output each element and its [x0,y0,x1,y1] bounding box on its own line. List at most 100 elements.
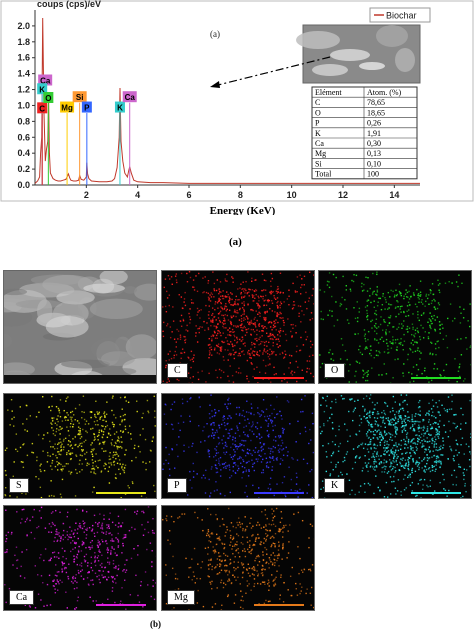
map-dot [284,353,287,356]
map-dot [390,451,393,453]
map-dot [75,455,78,457]
map-dot [191,358,193,361]
map-dot [211,340,213,342]
map-dot [207,344,210,346]
map-dot [214,347,216,349]
map-dot [450,408,453,410]
map-dot [371,425,373,428]
map-dot [67,463,69,465]
map-dot [303,314,305,316]
map-dot [212,334,215,337]
map-dot [26,454,29,457]
map-dot [71,410,74,413]
map-dot [55,533,57,536]
map-dot [296,345,298,347]
map-dot [118,446,120,448]
map-dot [252,423,254,425]
map-dot [320,488,322,490]
map-dot [466,469,468,471]
map-dot [262,559,265,562]
map-dot [90,471,92,473]
map-dot [377,455,380,457]
map-dot [442,338,445,340]
map-dot [375,318,378,320]
map-dot [295,441,297,443]
map-dot [259,350,261,352]
map-dot [147,506,150,508]
map-dot [363,329,366,331]
map-dot [247,548,249,551]
map-dot [225,310,228,312]
map-dot [382,466,385,468]
y-tick-label: 0.4 [17,148,30,158]
map-dot [208,337,210,340]
map-dot [429,292,432,294]
map-dot [233,545,236,547]
map-dot [104,540,107,543]
map-dot [278,313,280,316]
map-dot [381,329,384,331]
map-dot [109,512,111,514]
map-dot [441,454,444,456]
map-dot [154,490,156,493]
map-dot [381,436,384,439]
map-dot [222,435,225,437]
map-dot [276,554,279,557]
map-dot [65,397,68,400]
map-dot [441,404,443,406]
map-dot [413,335,416,338]
map-dot [178,294,180,296]
map-dot [22,444,24,446]
map-dot [280,511,282,513]
map-dot [265,528,267,531]
map-dot [272,439,275,441]
map-dot [442,444,445,446]
map-dot [352,419,354,422]
sem-texture [45,315,89,338]
map-dot [299,488,301,491]
map-dot [282,352,284,355]
map-dot [394,401,396,403]
map-dot [404,399,406,402]
map-dot [263,350,265,352]
map-dot [447,436,450,438]
map-dot [239,338,241,341]
map-dot [453,459,455,462]
map-dot [79,564,81,566]
map-dot [265,532,267,535]
table-cell: C [315,98,320,107]
map-dot [406,432,409,434]
map-dot [420,294,422,296]
map-dot [258,297,260,299]
map-dot [56,540,58,542]
map-dot [94,561,96,563]
sem-texture [83,283,126,293]
map-dot [374,469,376,471]
map-dot [200,566,202,569]
map-dot [351,279,353,282]
map-dot [420,352,422,354]
map-dot [218,319,221,322]
map-dot [243,296,245,298]
map-dot [278,451,280,453]
map-dot [216,537,219,540]
map-dot [213,330,216,333]
map-dot [419,358,421,360]
map-dot [434,422,437,424]
map-dot [182,421,185,423]
map-dot [354,407,357,409]
map-dot [371,327,373,329]
map-dot [423,438,425,441]
map-dot [329,473,332,475]
map-dot [242,338,244,341]
map-dot [428,294,430,296]
map-dot [297,420,299,423]
map-dot [228,397,230,400]
map-dot [373,450,376,453]
map-dot [267,435,270,438]
map-dot [217,552,220,554]
map-dot [311,496,314,498]
map-dot [70,411,72,414]
map-dot [200,309,202,311]
map-dot [266,534,269,537]
